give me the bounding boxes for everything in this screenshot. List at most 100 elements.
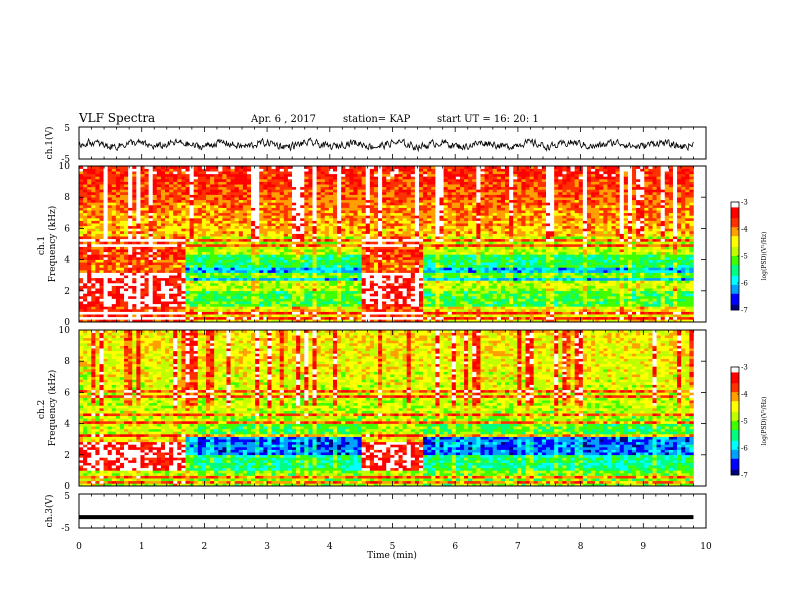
spectrogram-cell [95, 303, 100, 307]
spectrogram-cell [124, 199, 129, 203]
spectrogram-cell [406, 293, 412, 297]
spectrogram-cell [259, 301, 264, 305]
spectrogram-cell [337, 166, 342, 169]
spectrogram-cell [222, 251, 227, 255]
spectrogram-cell [107, 228, 113, 232]
spectrogram-cell [242, 210, 248, 214]
spectrogram-cell [406, 277, 412, 281]
spectrogram-cell [324, 171, 330, 175]
spectrogram-cell [165, 303, 170, 307]
spectrogram-cell [107, 296, 113, 299]
spectrogram-cell [296, 218, 301, 221]
spectrogram-cell [292, 249, 297, 253]
spectrogram-cell [79, 241, 84, 245]
spectrogram-cell [234, 244, 240, 247]
spectrogram-cell [316, 314, 321, 318]
spectrogram-cell [378, 173, 383, 177]
spectrogram-cell [124, 309, 129, 312]
spectrogram-cell [341, 277, 346, 281]
spectrogram-cell [255, 168, 260, 172]
spectrogram-cell [320, 236, 326, 240]
spectrogram-cell [189, 173, 194, 177]
spectrogram-cell [271, 192, 276, 195]
spectrogram-cell [283, 207, 289, 211]
spectrogram-cell [402, 179, 408, 182]
spectrogram-cell [251, 179, 256, 182]
spectrogram-cell [95, 223, 100, 227]
spectrogram-cell [214, 179, 219, 182]
spectrogram-cell [218, 249, 223, 253]
spectrogram-cell [373, 171, 379, 175]
spectrogram-cell [259, 259, 264, 263]
spectrogram-cell [287, 246, 293, 250]
spectrogram-cell [160, 241, 166, 245]
spectrogram-cell [279, 298, 285, 302]
spectrogram-cell [226, 272, 231, 276]
spectrogram-cell [398, 285, 403, 289]
spectrogram-cell [312, 311, 317, 315]
spectrogram-cell [312, 233, 317, 237]
spectrogram-cell [287, 207, 293, 211]
spectrogram-cell [410, 298, 416, 302]
spectrogram-cell [263, 303, 268, 307]
spectrogram-cell [263, 218, 268, 221]
spectrogram-cell [312, 301, 317, 305]
spectrogram-cell [128, 306, 133, 310]
spectrogram-cell [353, 293, 358, 297]
spectrogram-cell [287, 290, 293, 294]
spectrogram-cell [382, 316, 387, 320]
spectrogram-cell [124, 202, 129, 206]
spectrogram-cell [222, 270, 227, 273]
spectrogram-cell [402, 280, 408, 284]
spectrogram-cell [283, 218, 289, 221]
spectrogram-cell [361, 186, 367, 190]
spectrogram-cell [136, 309, 141, 312]
spectrogram-cell [279, 184, 285, 188]
spectrogram-cell [128, 288, 133, 292]
spectrogram-cell [328, 285, 334, 289]
spectrogram-cell [197, 246, 203, 250]
spectrogram-cell [230, 301, 235, 305]
spectrogram-cell [169, 233, 174, 237]
spectrogram-cell [300, 275, 305, 279]
spectrogram-cell [283, 228, 289, 232]
spectrogram-cell [234, 166, 240, 169]
spectrogram-cell [156, 173, 162, 177]
spectrogram-cell [275, 238, 281, 242]
spectrogram-cell [144, 301, 149, 305]
spectrogram-cell [226, 212, 231, 216]
spectrogram-cell [324, 212, 330, 216]
spectrogram-cell [296, 231, 301, 234]
spectrogram-cell [152, 212, 158, 216]
spectrogram-cell [218, 192, 223, 195]
spectrogram-cell [107, 223, 113, 227]
spectrogram-cell [156, 254, 162, 258]
spectrogram-cell [115, 251, 121, 255]
spectrogram-cell [95, 218, 100, 221]
spectrogram-cell [246, 306, 252, 310]
spectrogram-cell [304, 202, 309, 206]
spectrogram-cell [115, 270, 121, 273]
spectrogram-cell [406, 181, 412, 185]
spectrogram-cell [378, 236, 383, 240]
spectrogram-cell [345, 218, 350, 221]
spectrogram-cell [99, 275, 104, 279]
spectrogram-cell [242, 225, 248, 229]
spectrogram-cell [361, 184, 367, 188]
spectrogram-cell [398, 207, 403, 211]
spectrogram-cell [271, 296, 276, 299]
spectrogram-cell [402, 192, 408, 195]
spectrogram-cell [115, 298, 121, 302]
spectrogram-cell [111, 249, 117, 253]
spectrogram-cell [103, 306, 108, 310]
spectrogram-cell [99, 173, 104, 177]
spectrogram-cell [99, 202, 104, 206]
spectrogram-cell [394, 314, 399, 318]
spectrogram-cell [283, 212, 289, 216]
spectrogram-cell [251, 246, 256, 250]
spectrogram-cell [124, 186, 129, 190]
spectrogram-cell [390, 233, 395, 237]
spectrogram-cell [193, 223, 199, 227]
spectrogram-cell [83, 231, 88, 234]
spectrogram-cell [197, 270, 203, 273]
